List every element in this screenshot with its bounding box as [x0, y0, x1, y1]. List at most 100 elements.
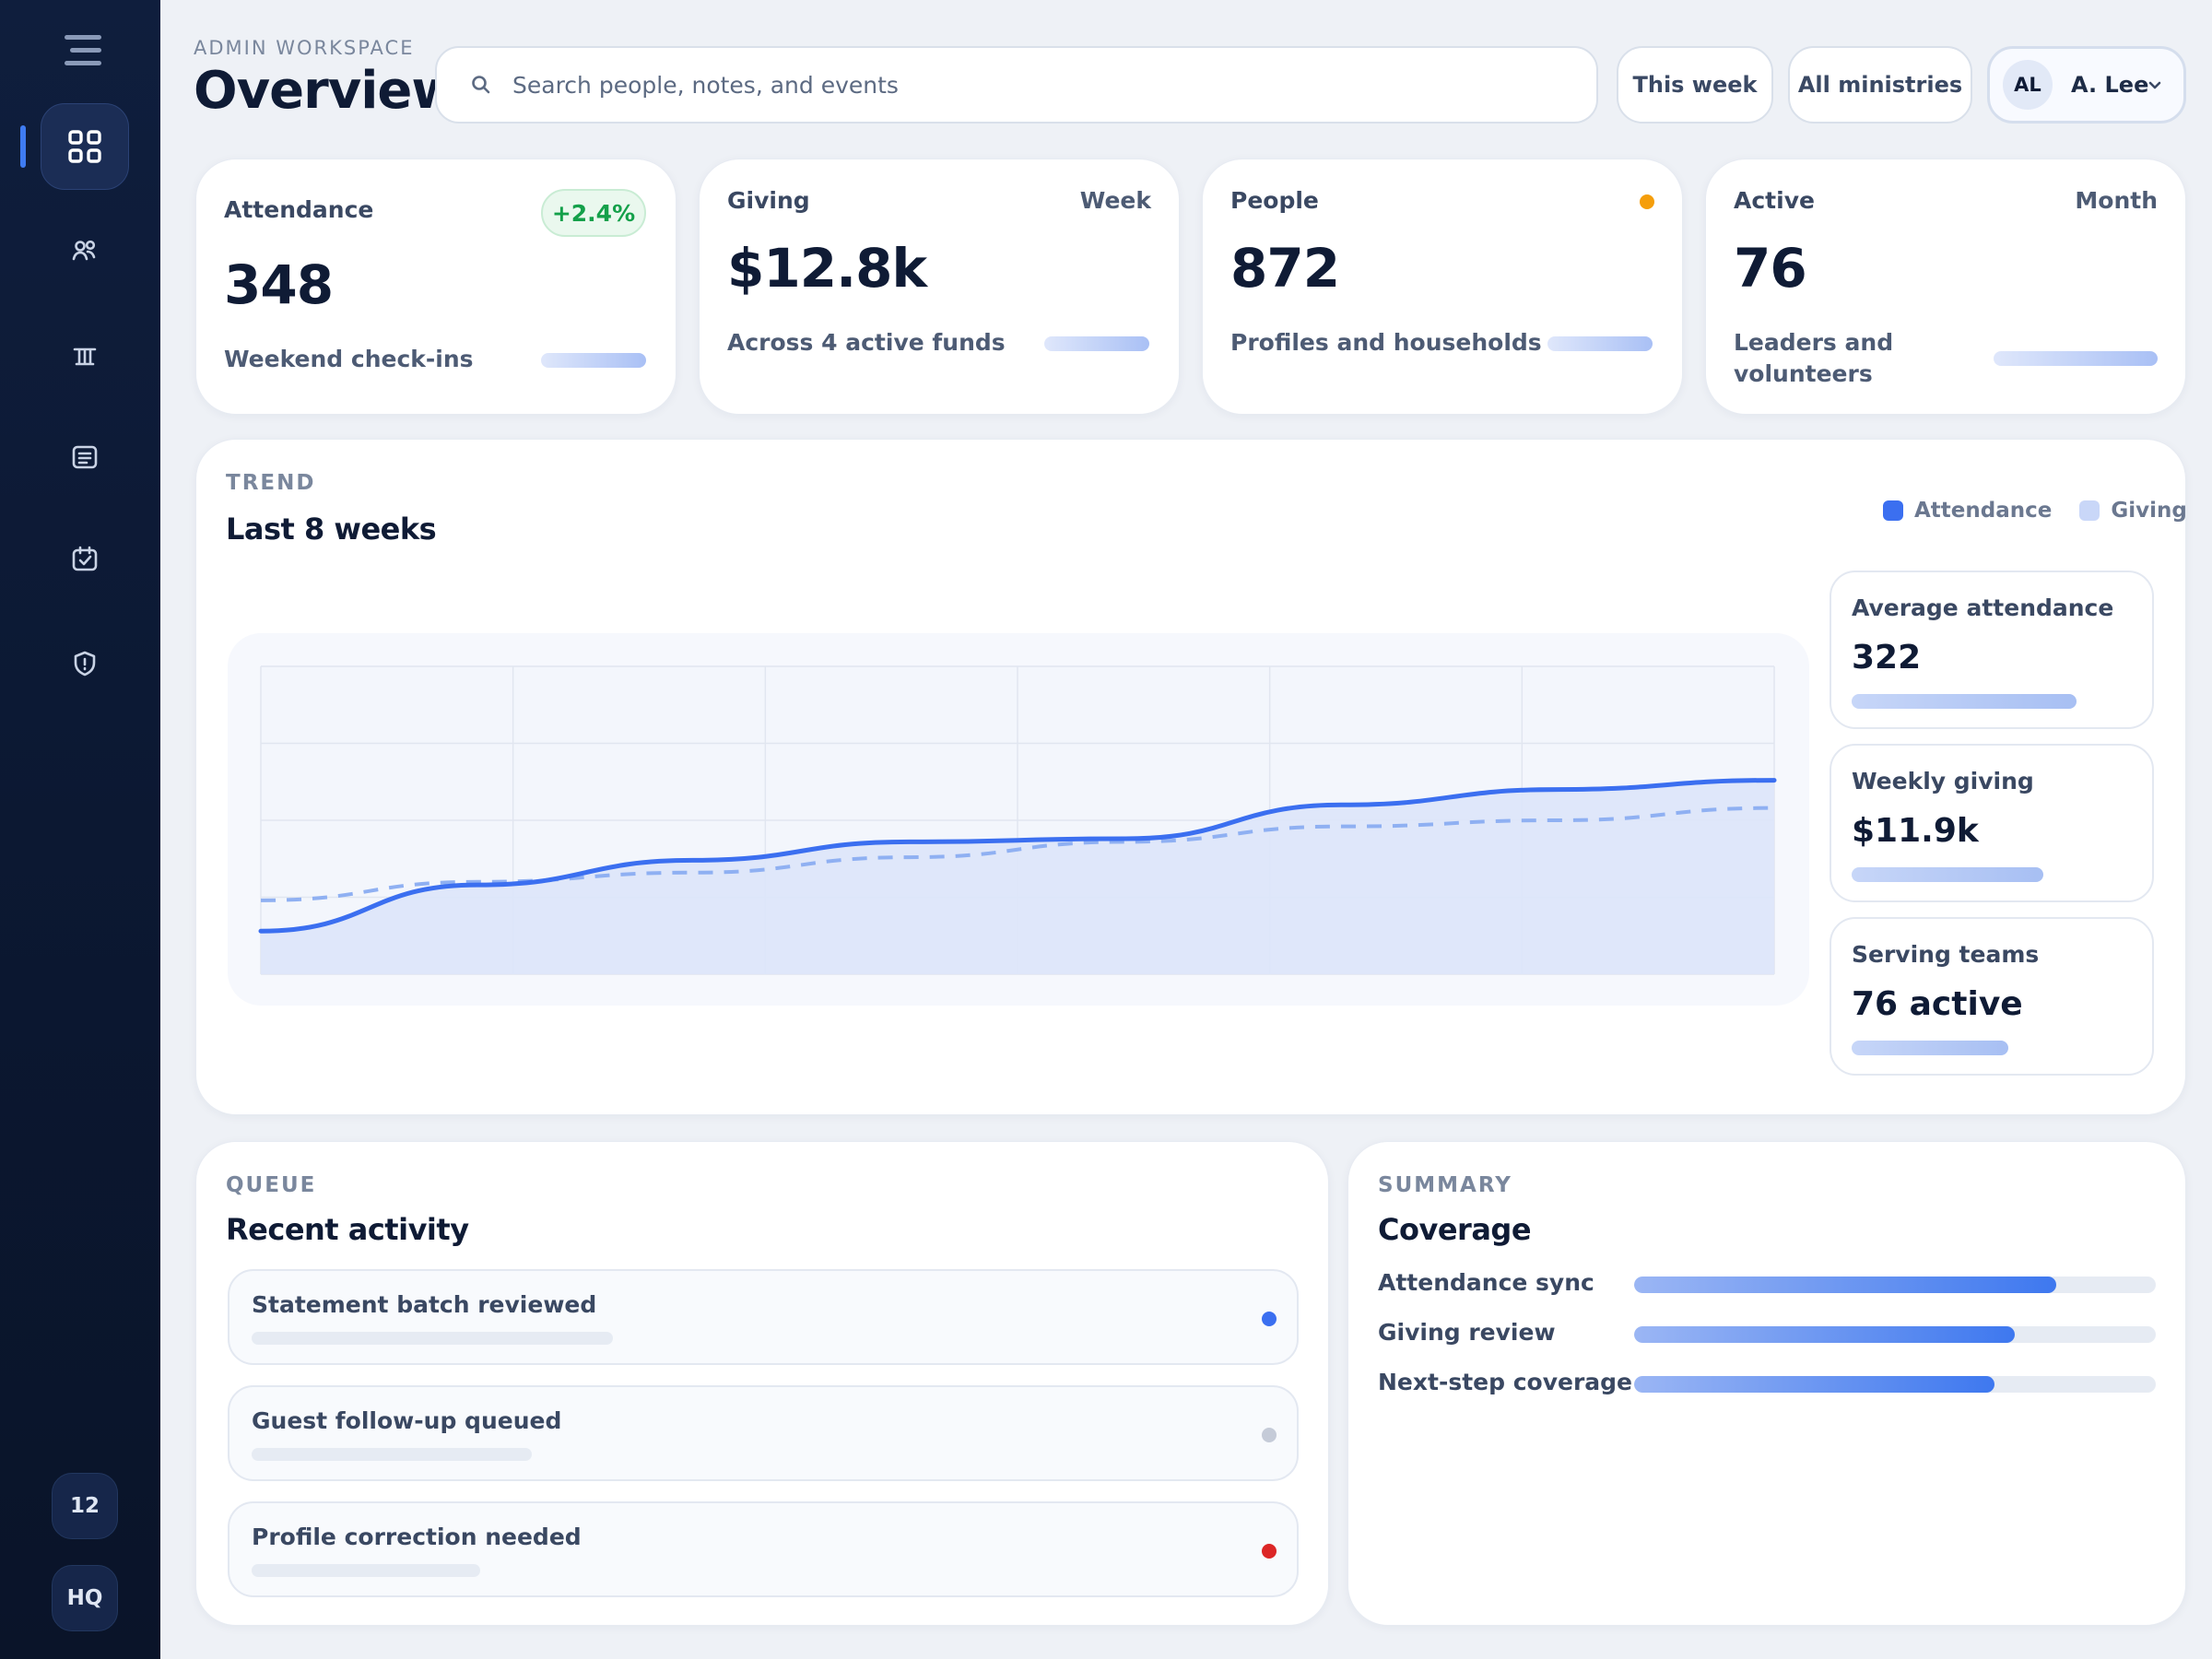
legend-label-giving: Giving [2111, 499, 2187, 523]
attendance-area [261, 780, 1774, 974]
coverage-track [1634, 1277, 2156, 1293]
kpi-label: Active [1734, 187, 1815, 214]
legend-swatch-giving [2079, 500, 2100, 521]
coverage-label: Giving review [1378, 1319, 1556, 1346]
page-title: Overview [194, 61, 459, 121]
kpi-label: People [1230, 187, 1319, 214]
kpi-period: Week [1079, 187, 1151, 214]
main-content: ADMIN WORKSPACE Overview Search people, … [160, 0, 2212, 1659]
activity-status-dot [1262, 1544, 1277, 1559]
section-title: Last 8 weeks [226, 512, 437, 547]
people-icon [72, 240, 96, 261]
kpi-value: 76 [1734, 237, 1807, 300]
kpi-progress-bar [1547, 336, 1653, 351]
stat-bar [1852, 867, 2043, 882]
notification-count-badge[interactable]: 12 [52, 1473, 118, 1539]
section-title: Coverage [1378, 1212, 1532, 1247]
avatar: AL [2003, 60, 2053, 110]
stat-label: Weekly giving [1852, 768, 2034, 794]
calendar-check-icon [72, 546, 98, 571]
section-eyebrow: TREND [226, 471, 316, 495]
activity-item[interactable]: Guest follow-up queued [228, 1385, 1299, 1481]
status-dot [1640, 194, 1654, 209]
ministry-filter-button[interactable]: All ministries [1788, 46, 1972, 124]
coverage-card: SUMMARY Coverage Attendance sync Giving … [1347, 1141, 2186, 1626]
nav-dashboard[interactable] [41, 103, 129, 190]
coverage-label: Next-step coverage [1378, 1369, 1633, 1395]
activity-status-dot [1262, 1428, 1277, 1442]
stat-card-average-attendance: Average attendance 322 [1830, 571, 2154, 729]
kpi-label: Giving [727, 187, 810, 214]
chart-legend: Attendance Giving [1883, 499, 2187, 523]
coverage-track [1634, 1326, 2156, 1343]
kpi-card-people[interactable]: People 872 Profiles and households [1202, 159, 1683, 415]
stat-label: Serving teams [1852, 941, 2040, 968]
stat-label: Average attendance [1852, 594, 2114, 621]
user-menu-button[interactable]: AL A. Lee [1987, 46, 2186, 124]
workspace-badge[interactable]: HQ [52, 1565, 118, 1631]
menu-icon[interactable] [65, 35, 101, 68]
kpi-progress-bar [1044, 336, 1149, 351]
activity-label: Profile correction needed [252, 1524, 582, 1550]
kpi-label: Attendance [224, 196, 374, 223]
kpi-subtitle: Weekend check-ins [224, 346, 474, 372]
kpi-card-attendance[interactable]: Attendance +2.4% 348 Weekend check-ins [195, 159, 677, 415]
stat-value: 76 active [1852, 985, 2023, 1023]
recent-activity-card: QUEUE Recent activity Statement batch re… [195, 1141, 1329, 1626]
kpi-card-active[interactable]: Active Month 76 Leaders and volunteers [1705, 159, 2186, 415]
activity-progress [252, 1448, 532, 1461]
giving-series-line [260, 806, 1775, 902]
nav-notes[interactable] [66, 439, 103, 476]
kpi-subtitle: Across 4 active funds [727, 329, 1006, 356]
activity-progress [252, 1564, 480, 1577]
activity-item[interactable]: Profile correction needed [228, 1501, 1299, 1597]
search-input[interactable]: Search people, notes, and events [435, 46, 1598, 124]
activity-progress [252, 1332, 613, 1345]
kpi-value: 348 [224, 253, 334, 316]
notes-icon [72, 445, 98, 469]
active-indicator [20, 125, 26, 168]
dashboard-icon [68, 130, 101, 163]
section-eyebrow: SUMMARY [1378, 1173, 1512, 1197]
user-name: A. Lee [2071, 72, 2149, 98]
activity-item[interactable]: Statement batch reviewed [228, 1269, 1299, 1365]
kpi-value: $12.8k [727, 237, 927, 300]
coverage-label: Attendance sync [1378, 1269, 1594, 1296]
nav-people[interactable] [66, 232, 103, 269]
activity-label: Guest follow-up queued [252, 1407, 562, 1434]
coverage-fill [1634, 1277, 2057, 1293]
section-eyebrow: QUEUE [226, 1173, 317, 1197]
kpi-value: 872 [1230, 237, 1340, 300]
kpi-progress-bar [541, 353, 646, 368]
sidebar: 12 HQ [0, 0, 160, 1659]
period-filter-button[interactable]: This week [1617, 46, 1773, 124]
stat-value: $11.9k [1852, 812, 1979, 850]
section-title: Recent activity [226, 1212, 469, 1247]
page-eyebrow: ADMIN WORKSPACE [194, 37, 415, 59]
legend-label-attendance: Attendance [1914, 499, 2053, 523]
shield-icon [74, 651, 96, 677]
stat-bar [1852, 1041, 2008, 1055]
nav-calendar[interactable] [66, 540, 103, 577]
kpi-subtitle-line1: Leaders and [1734, 329, 1894, 356]
coverage-track [1634, 1376, 2156, 1393]
nav-security[interactable] [66, 645, 103, 682]
stat-card-weekly-giving: Weekly giving $11.9k [1830, 744, 2154, 902]
coverage-fill [1634, 1326, 2016, 1343]
chart-area [228, 633, 1809, 1006]
nav-buildings[interactable] [66, 337, 103, 374]
kpi-subtitle-line2: volunteers [1734, 360, 1873, 387]
kpi-progress-bar [1994, 351, 2158, 366]
search-icon [472, 76, 490, 94]
trend-line-chart [258, 665, 1777, 975]
stat-bar [1852, 694, 2077, 709]
activity-status-dot [1262, 1312, 1277, 1326]
legend-swatch-attendance [1883, 500, 1903, 521]
activity-label: Statement batch reviewed [252, 1291, 597, 1318]
coverage-fill [1634, 1376, 1994, 1393]
kpi-card-giving[interactable]: Giving Week $12.8k Across 4 active funds [699, 159, 1180, 415]
stat-value: 322 [1852, 639, 1922, 677]
search-placeholder: Search people, notes, and events [512, 71, 899, 99]
chevron-down-icon [2148, 81, 2161, 89]
building-icon [73, 347, 97, 366]
